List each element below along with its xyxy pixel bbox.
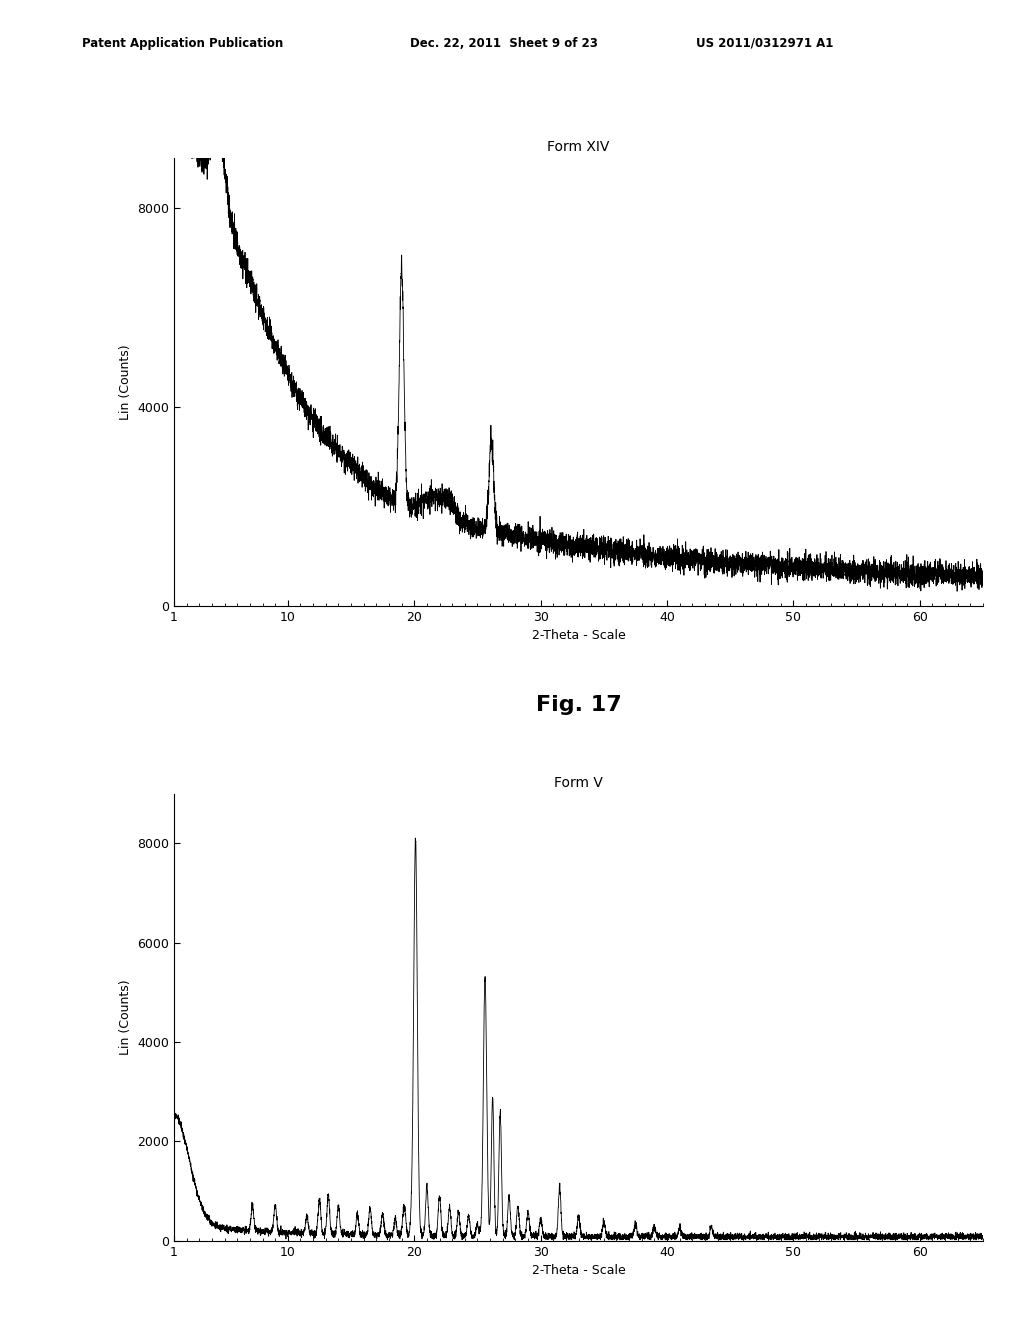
X-axis label: 2-Theta - Scale: 2-Theta - Scale xyxy=(531,1265,626,1278)
Y-axis label: Lin (Counts): Lin (Counts) xyxy=(119,979,132,1055)
Title: Form XIV: Form XIV xyxy=(548,140,609,154)
Text: Fig. 17: Fig. 17 xyxy=(536,696,622,715)
Text: US 2011/0312971 A1: US 2011/0312971 A1 xyxy=(696,37,834,50)
Text: Patent Application Publication: Patent Application Publication xyxy=(82,37,284,50)
X-axis label: 2-Theta - Scale: 2-Theta - Scale xyxy=(531,630,626,642)
Title: Form V: Form V xyxy=(554,776,603,789)
Text: Dec. 22, 2011  Sheet 9 of 23: Dec. 22, 2011 Sheet 9 of 23 xyxy=(410,37,597,50)
Y-axis label: Lin (Counts): Lin (Counts) xyxy=(119,345,132,420)
